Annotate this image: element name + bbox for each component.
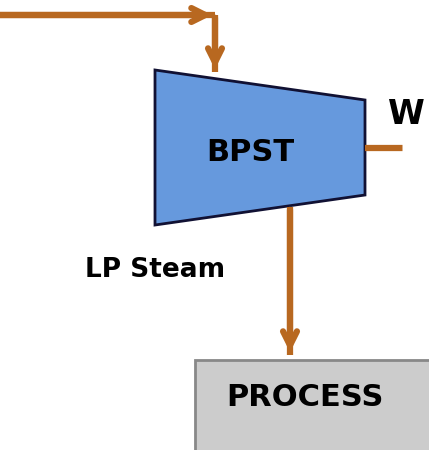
Text: BPST: BPST xyxy=(206,138,294,167)
Text: PROCESS: PROCESS xyxy=(226,383,384,413)
Polygon shape xyxy=(155,70,365,225)
Bar xyxy=(195,360,429,450)
Text: LP Steam: LP Steam xyxy=(85,257,225,283)
Text: W: W xyxy=(388,99,425,131)
